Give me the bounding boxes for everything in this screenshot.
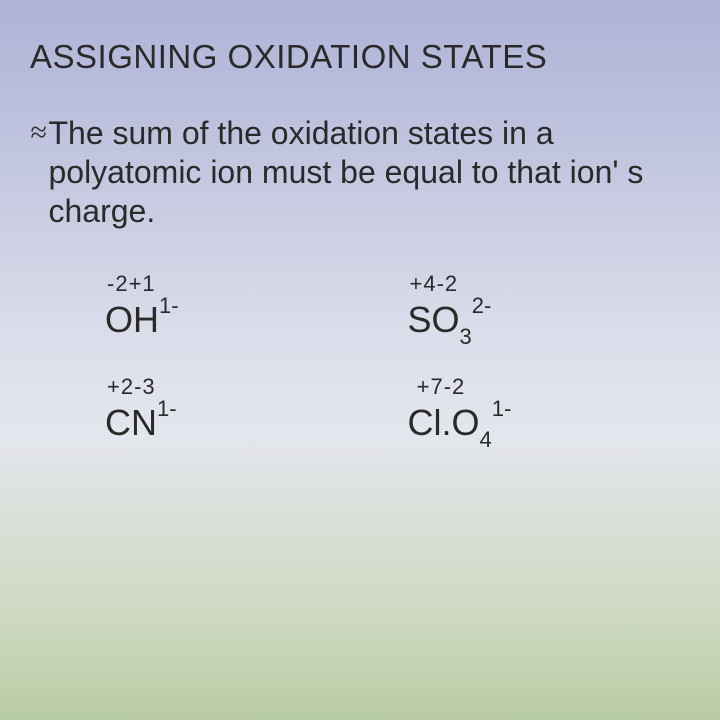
bullet-icon: ≈ (30, 114, 46, 148)
ox-a: +7 (417, 374, 444, 399)
subscript: 4 (480, 427, 492, 452)
chemical-formula: SO32- (408, 301, 691, 344)
charge: 1- (492, 396, 512, 421)
ox-a: +4 (410, 271, 437, 296)
oxidation-states: -2+1 (105, 271, 388, 297)
rule-text: The sum of the oxidation states in a pol… (48, 114, 690, 231)
subscript: 3 (460, 324, 472, 349)
element-b: O (432, 299, 460, 340)
formula-cell: +7-2 Cl.O41- (408, 374, 691, 447)
ox-b: +1 (129, 271, 156, 296)
bullet-row: ≈ The sum of the oxidation states in a p… (30, 114, 690, 231)
slide-title: ASSIGNING OXIDATION STATES (30, 38, 690, 76)
formula-grid: -2+1 OH1- +4-2 SO32- +2-3 CN1- +7-2 Cl.O… (30, 271, 690, 447)
element-b: N (131, 402, 157, 443)
ox-b: -2 (437, 271, 459, 296)
ox-a: +2 (107, 374, 134, 399)
chemical-formula: CN1- (105, 404, 388, 447)
formula-cell: +4-2 SO32- (408, 271, 691, 344)
element-b: H (133, 299, 159, 340)
charge: 2- (472, 293, 492, 318)
element-a: Cl. (408, 402, 452, 443)
oxidation-states: +2-3 (105, 374, 388, 400)
oxidation-states: +7-2 (408, 374, 691, 400)
chemical-formula: OH1- (105, 301, 388, 344)
ox-a: -2 (107, 271, 129, 296)
element-b: O (452, 402, 480, 443)
element-a: C (105, 402, 131, 443)
chemical-formula: Cl.O41- (408, 404, 691, 447)
formula-cell: +2-3 CN1- (105, 374, 388, 447)
oxidation-states: +4-2 (408, 271, 691, 297)
element-a: S (408, 299, 432, 340)
ox-b: -2 (444, 374, 466, 399)
charge: 1- (157, 396, 177, 421)
formula-cell: -2+1 OH1- (105, 271, 388, 344)
ox-b: -3 (134, 374, 156, 399)
element-a: O (105, 299, 133, 340)
charge: 1- (159, 293, 179, 318)
